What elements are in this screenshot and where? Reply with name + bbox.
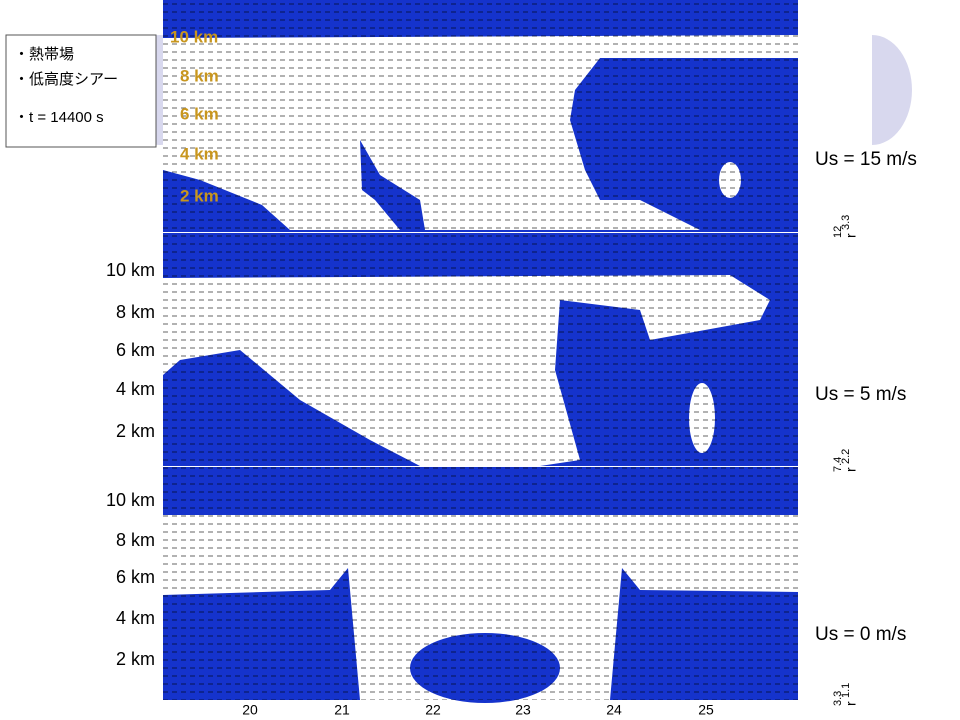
- corner-symbol: r: [843, 467, 859, 472]
- corner-below: 12: [832, 226, 844, 238]
- corner-sub: 1.1: [840, 683, 852, 698]
- height-label: 2 km: [180, 186, 219, 205]
- corner-sub: 2.2: [840, 449, 852, 464]
- height-label: 8 km: [180, 66, 219, 85]
- x-ticks: 20 21 22 23 24 25: [242, 702, 714, 718]
- x-tick-label: 22: [425, 702, 441, 718]
- corner-below: 3.3: [832, 691, 844, 706]
- height-label: 6 km: [116, 567, 155, 587]
- shear-label: Us = 0 m/s: [815, 624, 906, 645]
- info-item: ・t = 14400 s: [14, 109, 104, 126]
- height-label: 6 km: [116, 340, 155, 360]
- info-item: ・熱帯場: [14, 46, 74, 63]
- info-frame: [5, 34, 157, 148]
- height-label: 10 km: [106, 490, 155, 510]
- shear-label: Us = 15 m/s: [815, 149, 917, 170]
- height-label: 10 km: [106, 260, 155, 280]
- corner-symbol: r: [843, 701, 859, 706]
- height-label: 8 km: [116, 530, 155, 550]
- x-tick-label: 24: [606, 702, 622, 718]
- corner-below: 7.4: [832, 457, 844, 472]
- x-tick-label: 25: [698, 702, 714, 718]
- height-label: 2 km: [116, 649, 155, 669]
- panel-3: 10 km 8 km 6 km 4 km 2 km 20 21 22 23 24…: [106, 467, 906, 718]
- info-box: ・熱帯場 ・低高度シアー ・t = 14400 s: [5, 34, 157, 148]
- wind-vectors: [163, 0, 798, 232]
- corner-label: r 3.3 12: [832, 215, 859, 238]
- panel-2: 10 km 8 km 6 km 4 km 2 km 20 21 22 23 24…: [106, 233, 906, 483]
- x-tick-label: 20: [242, 702, 258, 718]
- x-tick-label: 21: [334, 702, 350, 718]
- height-label: 2 km: [116, 421, 155, 441]
- shear-label: Us = 5 m/s: [815, 384, 906, 405]
- height-label: 4 km: [180, 144, 219, 163]
- corner-sub: 3.3: [840, 215, 852, 230]
- x-tick-label: 23: [515, 702, 531, 718]
- height-label: 10 km: [170, 27, 218, 46]
- corner-symbol: r: [843, 233, 859, 238]
- height-label: 4 km: [116, 608, 155, 628]
- wind-vectors: [163, 467, 798, 700]
- info-item: ・低高度シアー: [14, 71, 118, 88]
- corner-label: r 2.2 7.4: [832, 449, 859, 472]
- corner-label: r 1.1 3.3: [832, 683, 859, 706]
- height-label: 8 km: [116, 302, 155, 322]
- deco-circle: [872, 35, 912, 145]
- height-label: 6 km: [180, 104, 219, 123]
- wind-vectors: [163, 233, 798, 466]
- panel-1: 10 km 8 km 6 km 4 km 2 km Us = 15 m/s r …: [163, 0, 917, 238]
- height-label: 4 km: [116, 379, 155, 399]
